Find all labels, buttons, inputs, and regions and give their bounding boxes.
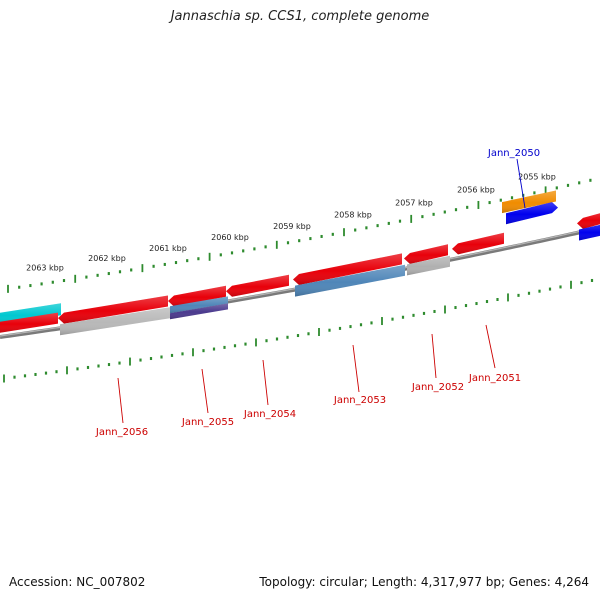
gene-label[interactable]: Jann_2050 [487,148,540,159]
feature-red-2055[interactable] [168,285,226,307]
scale-label: 2057 kbp [395,198,433,207]
feature-red-left[interactable] [0,312,58,334]
feature-steel-2055[interactable] [170,296,228,314]
label-leader-line [262,359,269,406]
label-leader-line [431,333,437,379]
inner-tick-ring [3,278,594,383]
feature-shading [506,202,558,225]
feature-red-2053[interactable] [293,253,402,285]
scale-label: 2055 kbp [518,172,556,181]
feature-shading [295,264,405,297]
scale-label: 2062 kbp [88,254,126,263]
feature-red-2054[interactable] [226,274,289,297]
feature-gray-2052[interactable] [407,255,450,276]
gene-label[interactable]: Jann_2053 [333,395,386,406]
feature-red-right[interactable] [577,211,600,229]
scale-label: 2060 kbp [211,233,249,242]
genome-title: Jannaschia sp. CCS1, complete genome [170,9,430,24]
gene-labels: Jann_2050 Jann_2051 Jann_2052 Jann_2053 Jann… [95,148,540,438]
feature-blue-2050[interactable] [506,202,558,225]
feature-red-2051[interactable] [452,232,504,255]
feature-shading [577,213,600,229]
feature-shading [502,190,556,214]
feature-shading [452,232,504,255]
label-leader-line [201,368,209,414]
feature-shading [170,303,228,320]
feature-blue-right[interactable] [579,223,600,241]
scale-label: 2063 kbp [26,263,64,272]
gene-label[interactable]: Jann_2055 [181,417,234,428]
label-leader-line [485,324,496,369]
feature-shading [170,296,228,314]
gene-features [0,190,600,336]
feature-shading [579,224,600,241]
scale-label: 2058 kbp [334,210,372,219]
feature-shading [58,295,168,324]
gene-label[interactable]: Jann_2052 [411,382,464,393]
feature-shading [0,312,58,333]
feature-red-2056[interactable] [58,295,168,324]
gene-label[interactable]: Jann_2056 [95,427,148,438]
scale-label: 2059 kbp [273,222,311,231]
feature-shading [226,274,289,297]
feature-shading [168,285,226,307]
genome-stats-text: Topology: circular; Length: 4,317,977 bp… [259,575,589,589]
gene-label[interactable]: Jann_2054 [243,409,296,420]
gene-label[interactable]: Jann_2051 [468,373,521,384]
feature-shading [407,255,450,276]
feature-steel-2053[interactable] [295,264,405,297]
scale-label: 2056 kbp [457,185,495,194]
label-leader-line [117,377,124,424]
scale-labels: 2063 kbp 2062 kbp 2061 kbp 2060 kbp 2059 kbp… [26,172,556,272]
feature-shading [404,244,448,264]
feature-gray-2056[interactable] [60,307,170,336]
feature-shading [293,253,402,285]
feature-red-2052[interactable] [404,244,448,264]
feature-shading [60,307,170,336]
accession-text: Accession: NC_007802 [9,575,146,589]
feature-purple-2055[interactable] [170,303,228,320]
label-leader-line [352,344,360,393]
scale-label: 2061 kbp [149,244,187,253]
label-leader-line [516,158,526,209]
feature-orange-2050[interactable] [502,190,556,214]
